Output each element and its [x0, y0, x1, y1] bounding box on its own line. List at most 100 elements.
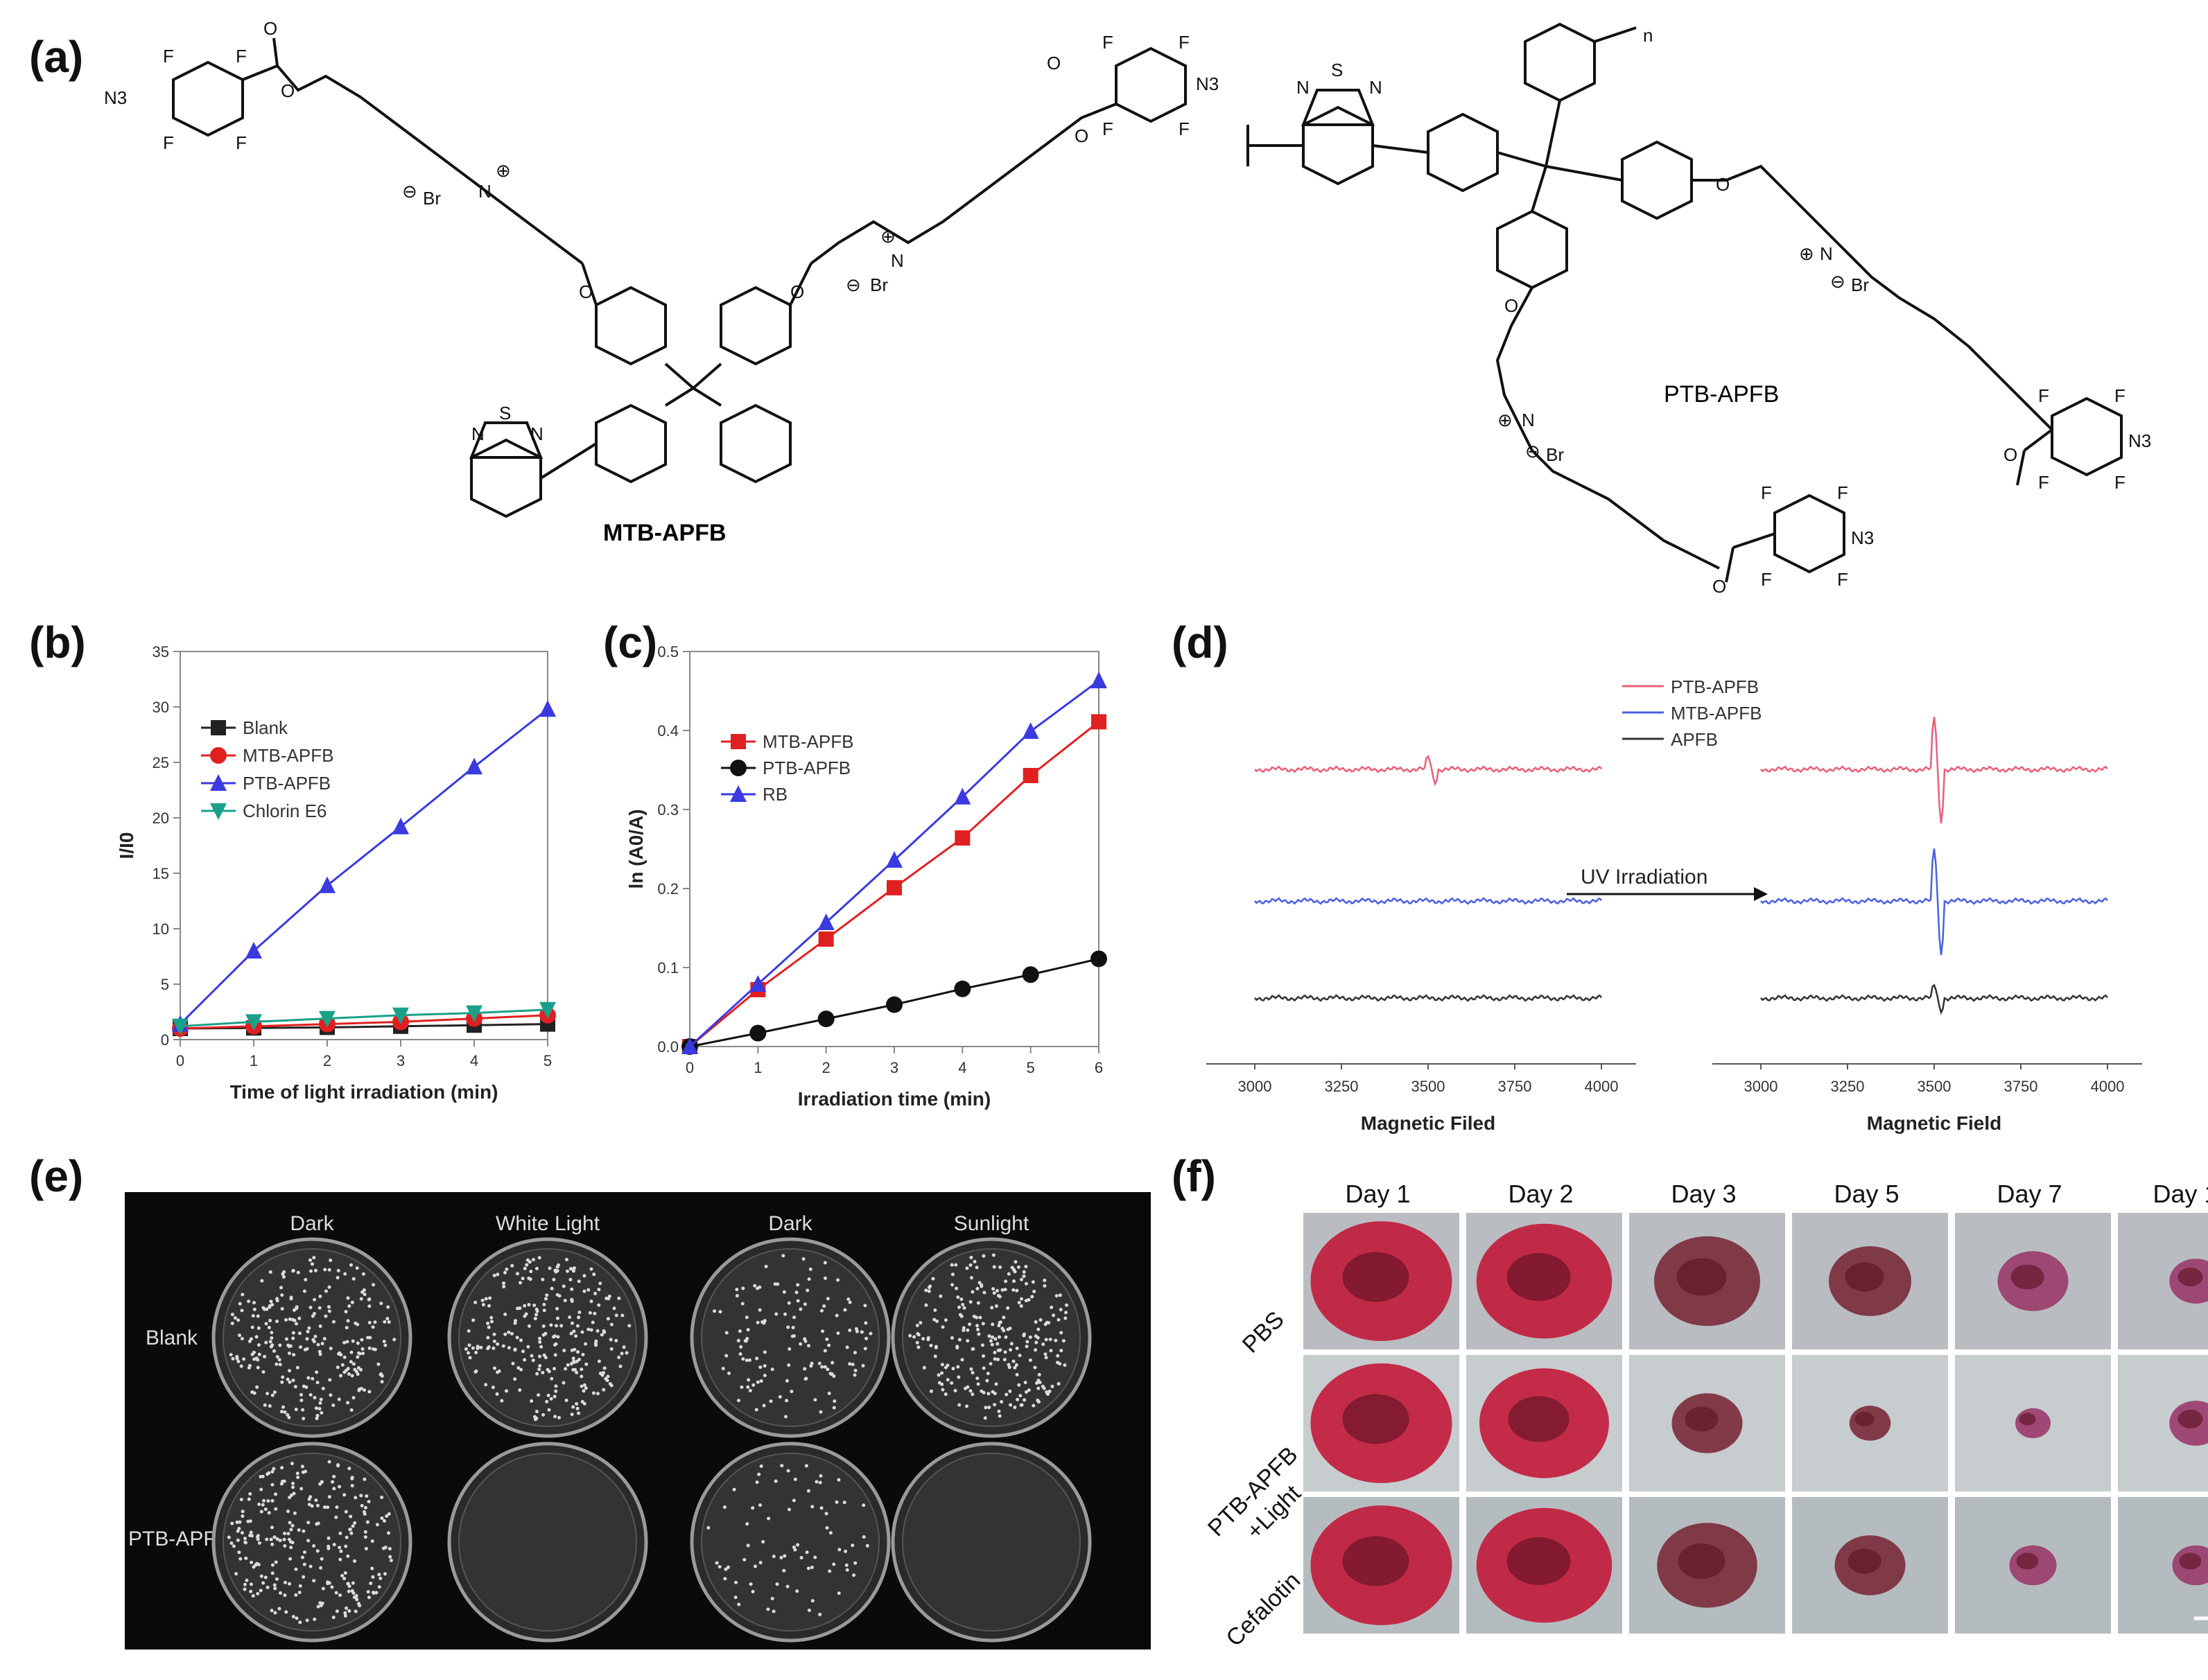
colony [467, 1329, 471, 1333]
colony [338, 1593, 342, 1598]
charge-minus: ⊖ [402, 181, 417, 202]
colony [331, 1320, 336, 1324]
colony [266, 1392, 270, 1396]
colony [969, 1276, 973, 1280]
colony [263, 1403, 267, 1407]
petri-agar [458, 1248, 637, 1427]
petri-agar [701, 1453, 880, 1631]
colony [306, 1376, 311, 1380]
colony [785, 1584, 790, 1589]
colony [921, 1337, 925, 1341]
colony [618, 1364, 623, 1368]
colony [577, 1311, 582, 1315]
colony [327, 1268, 331, 1272]
colony [383, 1572, 387, 1576]
colony [387, 1531, 391, 1535]
colony [519, 1367, 523, 1372]
colony [503, 1312, 507, 1316]
colony [269, 1345, 273, 1349]
colony [296, 1476, 300, 1480]
colony [230, 1313, 234, 1317]
colony [825, 1337, 829, 1341]
colony [575, 1370, 579, 1374]
colony [278, 1539, 282, 1543]
colony [268, 1404, 272, 1408]
colony [753, 1284, 757, 1288]
colony [259, 1574, 263, 1578]
colony [568, 1277, 573, 1281]
colony [774, 1312, 779, 1316]
colony [371, 1325, 375, 1329]
colony [968, 1322, 972, 1327]
colony [742, 1557, 747, 1561]
colony [327, 1460, 331, 1464]
colony [804, 1376, 808, 1381]
colony [487, 1304, 492, 1308]
colony [775, 1582, 779, 1586]
colony [609, 1322, 614, 1327]
colony [993, 1392, 997, 1396]
colony [1014, 1260, 1018, 1264]
colony [817, 1361, 822, 1365]
colony [806, 1489, 810, 1493]
legend-apfb: APFB [1671, 729, 1718, 750]
colony [763, 1374, 767, 1378]
colony [518, 1306, 522, 1311]
colony [796, 1283, 800, 1287]
colony [998, 1320, 1002, 1324]
atom-n3: N3 [104, 87, 127, 108]
colony [241, 1510, 245, 1514]
colony [926, 1336, 930, 1340]
y-tick-label: 25 [153, 754, 169, 771]
colony [853, 1351, 857, 1355]
colony [331, 1403, 336, 1408]
y-tick-label: 30 [153, 699, 169, 716]
colony [605, 1379, 609, 1383]
colony [281, 1405, 286, 1409]
colony [799, 1307, 803, 1311]
colony [351, 1339, 355, 1343]
colony [284, 1610, 288, 1614]
colony [373, 1320, 377, 1324]
data-point [886, 996, 903, 1013]
colony [770, 1596, 774, 1600]
colony [235, 1520, 239, 1524]
colony [290, 1541, 295, 1545]
colony [335, 1505, 339, 1510]
colony [310, 1262, 314, 1266]
colony [365, 1520, 370, 1524]
colony [542, 1309, 546, 1313]
colony [606, 1374, 610, 1379]
colony [488, 1296, 492, 1300]
colony [968, 1389, 973, 1393]
colony [349, 1263, 354, 1267]
colony [479, 1345, 483, 1349]
colony [993, 1337, 998, 1341]
colony [1004, 1335, 1008, 1339]
colony [1041, 1342, 1045, 1347]
colony [541, 1370, 545, 1374]
colony [762, 1403, 766, 1408]
colony [354, 1496, 358, 1500]
colony [807, 1608, 811, 1612]
x-tick-label: 3 [890, 1059, 898, 1076]
colony [261, 1503, 265, 1507]
colony [382, 1519, 386, 1523]
colony [238, 1557, 243, 1561]
atom-f: F [1837, 482, 1848, 503]
colony [806, 1344, 810, 1348]
colony [987, 1406, 991, 1410]
colony [734, 1580, 738, 1584]
x-tick-label: 4 [470, 1052, 478, 1069]
colony [580, 1374, 584, 1379]
colony [272, 1467, 276, 1471]
colony [744, 1339, 748, 1343]
colony [308, 1269, 313, 1273]
colony [360, 1347, 365, 1351]
atom-br: Br [1546, 444, 1564, 465]
colony [239, 1498, 243, 1502]
colony [586, 1327, 591, 1331]
colony [321, 1386, 325, 1390]
colony [261, 1581, 266, 1585]
ptb-apfb-name: PTB-APFB [1664, 381, 1779, 408]
